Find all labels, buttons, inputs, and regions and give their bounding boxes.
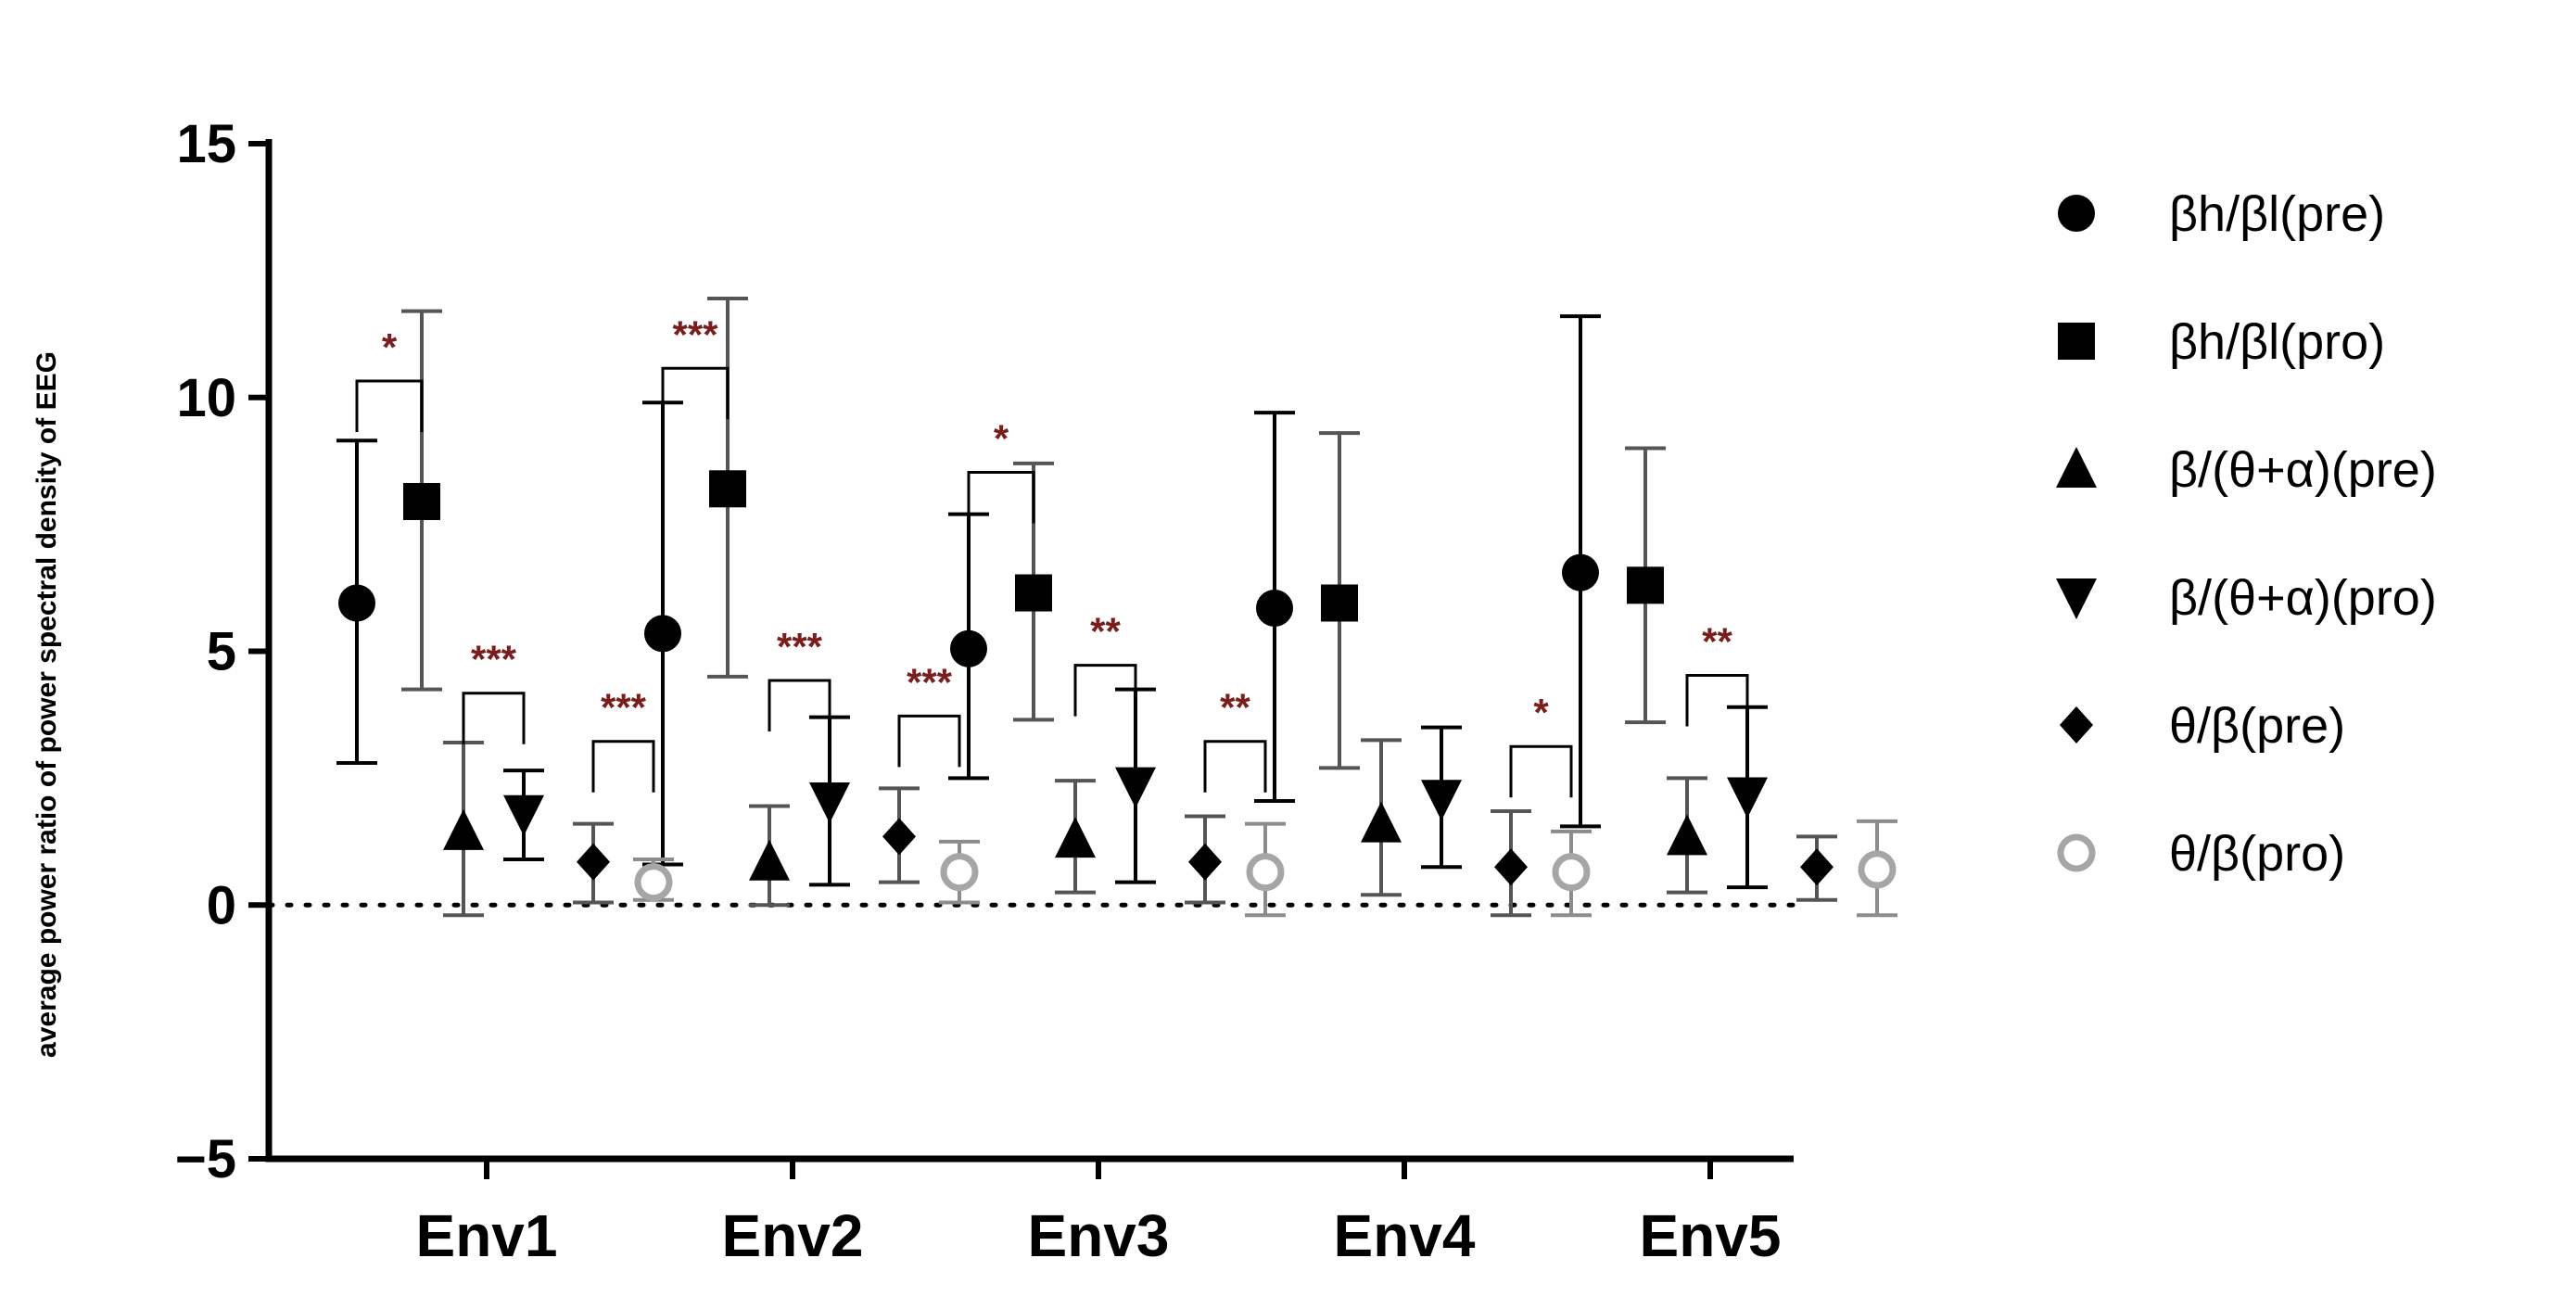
data-point xyxy=(1188,843,1222,881)
y-tick-label: 15 xyxy=(176,114,236,174)
data-point xyxy=(634,863,673,902)
data-point xyxy=(1800,848,1834,886)
data-point xyxy=(882,818,916,856)
x-tick-label-env4: Env4 xyxy=(1334,1202,1476,1269)
data-point xyxy=(1627,566,1664,604)
significance-label: *** xyxy=(672,312,718,356)
data-point xyxy=(1727,777,1768,819)
data-point xyxy=(1115,767,1156,808)
significance-bracket xyxy=(967,471,1035,524)
significance-bracket xyxy=(355,379,424,432)
data-point xyxy=(1015,574,1052,612)
data-point xyxy=(338,584,375,622)
significance-bracket xyxy=(1203,740,1267,793)
legend-label: β/(θ+α)(pre) xyxy=(2169,442,2437,498)
data-point xyxy=(940,853,979,892)
data-point xyxy=(1858,850,1897,889)
significance-label: ** xyxy=(1702,620,1732,664)
significance-label: *** xyxy=(601,686,647,730)
significance-label: *** xyxy=(907,660,953,704)
data-point xyxy=(1321,584,1358,622)
significance-label: ** xyxy=(1220,686,1250,730)
data-point xyxy=(577,843,610,881)
data-point xyxy=(1494,848,1528,886)
y-tick-label: 0 xyxy=(207,875,236,935)
legend-marker xyxy=(2056,578,2097,619)
x-tick-label-env2: Env2 xyxy=(722,1202,864,1269)
legend-label: βh/βl(pre) xyxy=(2169,186,2385,242)
data-point xyxy=(1421,780,1462,821)
significance-label: *** xyxy=(471,638,517,681)
legend-marker xyxy=(2057,833,2096,872)
significance-bracket xyxy=(462,692,526,744)
legend-label: θ/β(pre) xyxy=(2169,698,2345,754)
data-point xyxy=(1562,553,1599,591)
significance-label: * xyxy=(1533,691,1549,734)
legend-marker xyxy=(2058,323,2095,360)
x-tick-label-env1: Env1 xyxy=(416,1202,558,1269)
data-point xyxy=(503,794,544,836)
legend-marker xyxy=(2058,195,2095,232)
y-axis-label: average power ratio of power spectral de… xyxy=(32,351,62,1058)
x-tick-label-env3: Env3 xyxy=(1028,1202,1170,1269)
data-point xyxy=(1361,801,1402,843)
data-point xyxy=(709,470,746,508)
data-point xyxy=(1246,853,1285,892)
data-point xyxy=(950,629,987,667)
significance-label: ** xyxy=(1090,610,1121,654)
significance-bracket xyxy=(661,366,730,420)
data-point xyxy=(809,782,850,824)
legend: βh/βl(pre) βh/βl(pro) β/(θ+α)(pre) β/(θ+α)… xyxy=(2056,186,2437,882)
legend-label: βh/βl(pro) xyxy=(2169,314,2385,370)
significance-bracket xyxy=(897,714,961,768)
y-tick-label: 10 xyxy=(176,368,236,428)
axes xyxy=(265,139,1794,1163)
y-tick-label: −5 xyxy=(175,1129,236,1189)
legend-label: β/(θ+α)(pro) xyxy=(2169,570,2437,626)
significance-bracket xyxy=(768,679,831,732)
data-point xyxy=(443,808,484,850)
significance-label: *** xyxy=(777,625,823,668)
data-point xyxy=(644,615,681,653)
legend-marker xyxy=(2060,706,2093,743)
significance-bracket xyxy=(1073,664,1137,717)
data-point xyxy=(1667,814,1707,856)
legend-label: θ/β(pro) xyxy=(2169,826,2345,882)
significance-bracket xyxy=(591,740,655,793)
legend-marker xyxy=(2056,447,2097,488)
data-point xyxy=(1552,853,1591,892)
x-tick-label-env5: Env5 xyxy=(1640,1202,1782,1269)
significance-label: * xyxy=(994,417,1009,461)
significance-bracket xyxy=(1685,674,1749,727)
data-point xyxy=(403,482,440,520)
data-point xyxy=(749,839,790,881)
significance-label: * xyxy=(382,325,398,369)
significance-bracket xyxy=(1509,744,1573,798)
data-point xyxy=(1256,589,1293,627)
y-tick-label: 5 xyxy=(207,622,236,682)
data-point xyxy=(1055,817,1096,858)
